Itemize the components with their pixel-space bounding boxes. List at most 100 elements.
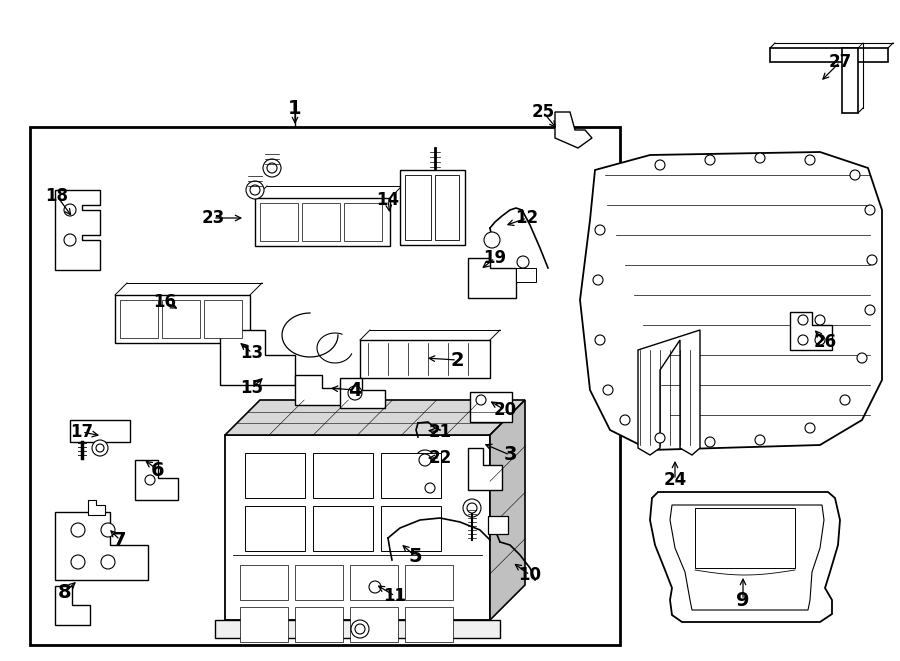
Circle shape (517, 256, 529, 268)
Bar (400, 170, 465, 245)
Text: 22: 22 (428, 449, 452, 467)
Circle shape (705, 155, 715, 165)
Text: 10: 10 (518, 566, 542, 584)
Text: 20: 20 (493, 401, 517, 419)
Bar (405, 175, 431, 240)
Circle shape (865, 205, 875, 215)
Text: 5: 5 (409, 547, 422, 566)
Bar (381, 453, 441, 498)
Text: 1: 1 (288, 98, 302, 118)
Bar (435, 175, 459, 240)
Polygon shape (638, 330, 700, 455)
Bar (488, 516, 508, 534)
Circle shape (425, 483, 435, 493)
Bar (302, 203, 340, 241)
Text: 16: 16 (154, 293, 176, 311)
Circle shape (246, 181, 264, 199)
Circle shape (351, 620, 369, 638)
Text: 9: 9 (736, 590, 750, 609)
Polygon shape (55, 190, 100, 270)
Polygon shape (670, 505, 824, 610)
Circle shape (64, 234, 76, 246)
Polygon shape (220, 330, 295, 385)
Circle shape (798, 315, 808, 325)
Circle shape (467, 503, 477, 513)
Circle shape (620, 415, 630, 425)
Bar (350, 607, 398, 642)
Circle shape (145, 475, 155, 485)
Circle shape (815, 315, 825, 325)
Circle shape (655, 433, 665, 443)
Text: 14: 14 (376, 191, 400, 209)
Bar (405, 607, 453, 642)
Circle shape (71, 555, 85, 569)
Text: 23: 23 (202, 209, 225, 227)
Polygon shape (650, 492, 840, 622)
Text: 17: 17 (70, 423, 94, 441)
Circle shape (419, 454, 431, 466)
Circle shape (850, 170, 860, 180)
Polygon shape (468, 448, 502, 490)
Circle shape (798, 335, 808, 345)
Bar (360, 340, 490, 378)
Bar (240, 607, 288, 642)
Circle shape (805, 423, 815, 433)
Bar (215, 620, 500, 638)
Polygon shape (225, 400, 525, 435)
Circle shape (595, 335, 605, 345)
Polygon shape (295, 375, 345, 405)
Bar (245, 506, 305, 551)
Text: 27: 27 (828, 53, 851, 71)
Circle shape (805, 155, 815, 165)
Circle shape (865, 305, 875, 315)
Polygon shape (55, 512, 148, 580)
Text: 7: 7 (113, 531, 127, 549)
Polygon shape (135, 460, 178, 500)
Bar (240, 565, 288, 600)
Circle shape (755, 435, 765, 445)
Text: 4: 4 (348, 381, 362, 399)
Circle shape (840, 395, 850, 405)
Circle shape (815, 335, 825, 345)
Bar (344, 203, 382, 241)
Bar (405, 565, 453, 600)
Bar (260, 203, 298, 241)
Polygon shape (555, 112, 592, 148)
Polygon shape (88, 500, 105, 515)
Circle shape (364, 576, 386, 598)
Bar (313, 453, 373, 498)
Circle shape (415, 450, 435, 470)
Polygon shape (490, 400, 525, 620)
Bar (115, 295, 250, 343)
Text: 8: 8 (58, 582, 72, 602)
Bar (162, 300, 200, 338)
Polygon shape (340, 378, 385, 408)
Circle shape (71, 523, 85, 537)
Circle shape (355, 624, 365, 634)
Circle shape (857, 353, 867, 363)
Bar (695, 508, 795, 568)
Bar (470, 392, 512, 422)
Circle shape (655, 160, 665, 170)
Circle shape (476, 395, 486, 405)
Bar (770, 48, 888, 62)
Text: 15: 15 (240, 379, 264, 397)
Polygon shape (790, 312, 832, 350)
Bar (255, 198, 390, 246)
Bar (842, 48, 858, 113)
Bar (516, 268, 536, 282)
Text: 24: 24 (663, 471, 687, 489)
Circle shape (348, 386, 362, 400)
Polygon shape (580, 152, 882, 450)
Circle shape (755, 153, 765, 163)
Text: 26: 26 (814, 333, 837, 351)
Circle shape (867, 255, 877, 265)
Circle shape (603, 385, 613, 395)
Circle shape (369, 581, 381, 593)
Text: 13: 13 (240, 344, 264, 362)
Polygon shape (55, 586, 90, 625)
Bar (313, 506, 373, 551)
Circle shape (267, 163, 277, 173)
Text: 25: 25 (531, 103, 554, 121)
Circle shape (96, 444, 104, 452)
